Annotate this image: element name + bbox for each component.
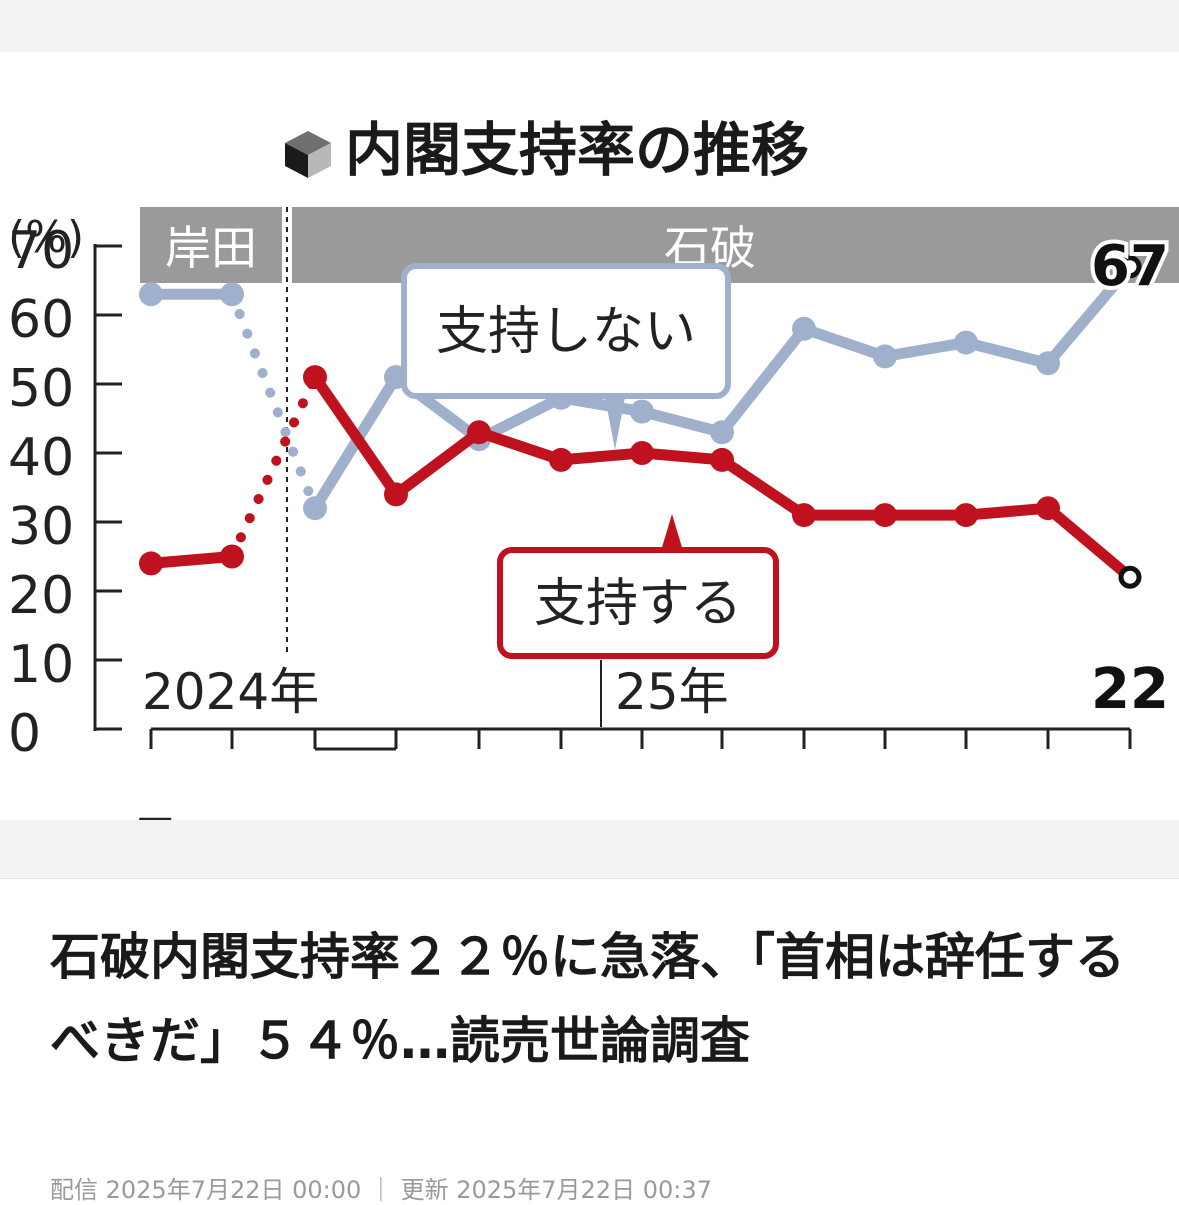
legend-nonsupport-pointer [604, 392, 626, 450]
series-point [467, 420, 491, 445]
series-point [710, 447, 734, 472]
caption-strip [0, 820, 1179, 879]
y-tick-label: 10 [8, 635, 74, 695]
year-label-2024: 2024年 [142, 663, 319, 721]
x-tick-label: 11 [446, 812, 512, 820]
x-tick-label: 7 [1113, 812, 1146, 820]
x-tick-label: 6 [1031, 812, 1064, 820]
y-tick-label: 60 [8, 290, 74, 350]
year-label-2025: 25年 [615, 663, 729, 721]
chart-title: 内閣支持率の推移 [345, 116, 809, 184]
line-chart: 内閣支持率の推移 (%) 岸田 石破 0102030405060708月9101… [8, 116, 1179, 872]
y-tick-label: 0 [8, 704, 41, 764]
series-point [1036, 351, 1060, 376]
legend-support-pointer [660, 514, 684, 554]
series-line-transition [227, 289, 320, 514]
series-point [792, 503, 816, 528]
x-tick-label: 3 [787, 812, 820, 820]
x-tick-label: 4 [868, 812, 901, 820]
series-point-latest [1118, 255, 1142, 279]
series-point [630, 399, 654, 424]
legend-support-text: 支持する [534, 574, 742, 634]
series-point [139, 282, 163, 307]
cube-icon [285, 131, 331, 178]
article-headline[interactable]: 石破内閣支持率２２％に急落、「首相は辞任するべきだ」５４％…読売世論調査 [50, 928, 1125, 1070]
y-tick-label: 20 [8, 566, 74, 626]
series-point [303, 496, 327, 521]
series-point [792, 316, 816, 341]
x-tick-label: 5 [949, 812, 982, 820]
series-point [384, 482, 408, 507]
legend-nonsupport-box [401, 263, 731, 399]
series-point [873, 344, 897, 369]
x-tick-label: 9 [215, 812, 248, 820]
series-point [303, 365, 327, 390]
series-point [630, 441, 654, 465]
end-label-support: 22 [1091, 657, 1169, 722]
series-point [1036, 496, 1060, 521]
series-point [139, 551, 163, 576]
series-point [873, 503, 897, 528]
series-point [220, 544, 244, 569]
chart-image: 内閣支持率の推移 (%) 岸田 石破 0102030405060708月9101… [0, 52, 1179, 872]
legend-nonsupport-text: 支持しない [436, 302, 696, 362]
y-axis-unit: (%) [8, 212, 84, 263]
y-tick-label: 70 [8, 221, 74, 281]
x-tick-label: 1 [625, 812, 658, 820]
top-strip [0, 0, 1179, 52]
series-line-transition [227, 372, 320, 562]
y-tick-label: 50 [8, 359, 74, 419]
series-point-latest [1118, 565, 1142, 589]
series-point [710, 420, 734, 445]
article-meta: 配信 2025年7月22日 00:00 ｜ 更新 2025年7月22日 00:3… [50, 1176, 712, 1204]
y-tick-label: 40 [8, 428, 74, 488]
band-kishida [140, 207, 282, 283]
series-point [954, 330, 978, 355]
x-tick-label: 12 [528, 812, 594, 820]
series-line-kishida [145, 551, 238, 569]
x-tick-label: 2 [705, 812, 738, 820]
legend-support-box [497, 547, 779, 659]
x-tick-label: 10 [322, 812, 388, 820]
series-point [220, 282, 244, 307]
x-tick-label: 8月 [95, 812, 180, 820]
band-label-kishida: 岸田 [165, 221, 257, 275]
series-point [954, 503, 978, 528]
series-point [549, 447, 573, 472]
end-label-nonsupport: 67 [1091, 234, 1169, 299]
y-tick-label: 30 [8, 497, 74, 557]
